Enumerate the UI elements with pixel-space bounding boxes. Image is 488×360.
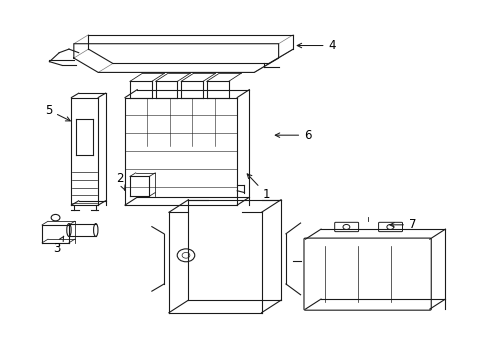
- Text: 7: 7: [389, 218, 416, 231]
- Text: 5: 5: [45, 104, 70, 121]
- Text: 6: 6: [275, 129, 311, 142]
- Text: 3: 3: [53, 236, 63, 255]
- Ellipse shape: [93, 224, 98, 237]
- Text: 4: 4: [297, 39, 335, 52]
- Ellipse shape: [67, 224, 71, 237]
- Text: 2: 2: [116, 172, 125, 190]
- Text: 1: 1: [247, 174, 270, 201]
